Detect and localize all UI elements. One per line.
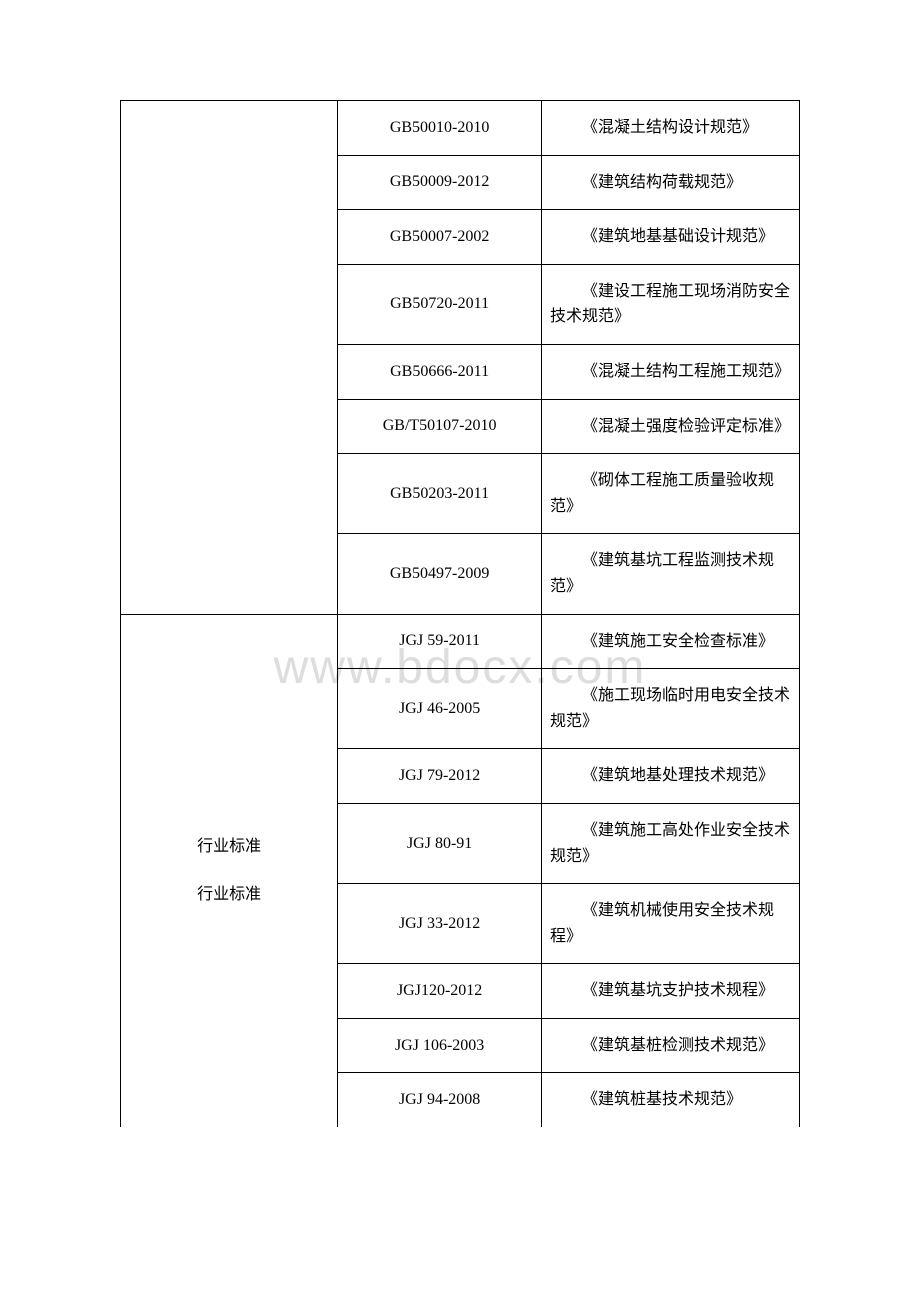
- title-cell: 《建筑地基处理技术规范》: [541, 749, 799, 804]
- code-cell: GB50010-2010: [338, 101, 542, 156]
- code-cell: GB/T50107-2010: [338, 399, 542, 454]
- title-cell: 《施工现场临时用电安全技术规范》: [541, 669, 799, 749]
- title-text: 《建筑机械使用安全技术规程》: [550, 902, 774, 945]
- code-cell: GB50009-2012: [338, 155, 542, 210]
- title-text: 《砌体工程施工质量验收规范》: [550, 472, 774, 515]
- code-cell: JGJ 46-2005: [338, 669, 542, 749]
- title-text: 《混凝土强度检验评定标准》: [582, 418, 790, 435]
- title-text: 《建筑地基处理技术规范》: [582, 767, 774, 784]
- title-text: 《建筑地基基础设计规范》: [582, 228, 774, 245]
- title-cell: 《建筑桩基技术规范》: [541, 1073, 799, 1127]
- code-cell: JGJ 80-91: [338, 803, 542, 883]
- category-label: 行业标准: [129, 823, 329, 871]
- title-cell: 《建设工程施工现场消防安全技术规范》: [541, 264, 799, 344]
- code-cell: JGJ 59-2011: [338, 614, 542, 669]
- code-cell: GB50666-2011: [338, 344, 542, 399]
- title-cell: 《混凝土强度检验评定标准》: [541, 399, 799, 454]
- table-row: 行业标准 行业标准 JGJ 59-2011 《建筑施工安全检查标准》: [121, 614, 800, 669]
- title-cell: 《建筑基桩检测技术规范》: [541, 1018, 799, 1073]
- category-label: 行业标准: [129, 871, 329, 919]
- code-cell: JGJ120-2012: [338, 964, 542, 1019]
- code-cell: JGJ 94-2008: [338, 1073, 542, 1127]
- title-cell: 《建筑基坑支护技术规程》: [541, 964, 799, 1019]
- title-cell: 《建筑施工高处作业安全技术规范》: [541, 803, 799, 883]
- title-text: 《建筑基坑支护技术规程》: [582, 982, 774, 999]
- code-cell: GB50720-2011: [338, 264, 542, 344]
- title-cell: 《混凝土结构工程施工规范》: [541, 344, 799, 399]
- title-text: 《建筑基桩检测技术规范》: [582, 1037, 774, 1054]
- code-cell: JGJ 106-2003: [338, 1018, 542, 1073]
- category-cell-industry: 行业标准 行业标准: [121, 614, 338, 1127]
- code-cell: GB50203-2011: [338, 454, 542, 534]
- category-label-container: 行业标准 行业标准: [129, 823, 329, 919]
- title-text: 《建筑施工安全检查标准》: [582, 633, 774, 650]
- title-text: 《混凝土结构设计规范》: [582, 119, 758, 136]
- category-cell-empty: [121, 101, 338, 615]
- title-cell: 《建筑地基基础设计规范》: [541, 210, 799, 265]
- table-row: GB50010-2010 《混凝土结构设计规范》: [121, 101, 800, 156]
- title-text: 《建筑基坑工程监测技术规范》: [550, 552, 774, 595]
- title-text: 《建筑施工高处作业安全技术规范》: [550, 822, 790, 865]
- title-cell: 《砌体工程施工质量验收规范》: [541, 454, 799, 534]
- code-cell: GB50497-2009: [338, 534, 542, 614]
- code-cell: JGJ 79-2012: [338, 749, 542, 804]
- table-body: GB50010-2010 《混凝土结构设计规范》 GB50009-2012 《建…: [121, 101, 800, 1128]
- title-cell: 《建筑机械使用安全技术规程》: [541, 884, 799, 964]
- code-cell: GB50007-2002: [338, 210, 542, 265]
- title-text: 《建筑桩基技术规范》: [582, 1091, 742, 1108]
- standards-table: GB50010-2010 《混凝土结构设计规范》 GB50009-2012 《建…: [120, 100, 800, 1127]
- title-cell: 《建筑施工安全检查标准》: [541, 614, 799, 669]
- standards-table-wrapper: GB50010-2010 《混凝土结构设计规范》 GB50009-2012 《建…: [120, 100, 800, 1127]
- title-text: 《混凝土结构工程施工规范》: [582, 363, 790, 380]
- title-cell: 《混凝土结构设计规范》: [541, 101, 799, 156]
- title-text: 《建设工程施工现场消防安全技术规范》: [550, 283, 790, 326]
- title-cell: 《建筑基坑工程监测技术规范》: [541, 534, 799, 614]
- code-cell: JGJ 33-2012: [338, 884, 542, 964]
- title-cell: 《建筑结构荷载规范》: [541, 155, 799, 210]
- title-text: 《施工现场临时用电安全技术规范》: [550, 687, 790, 730]
- title-text: 《建筑结构荷载规范》: [582, 174, 742, 191]
